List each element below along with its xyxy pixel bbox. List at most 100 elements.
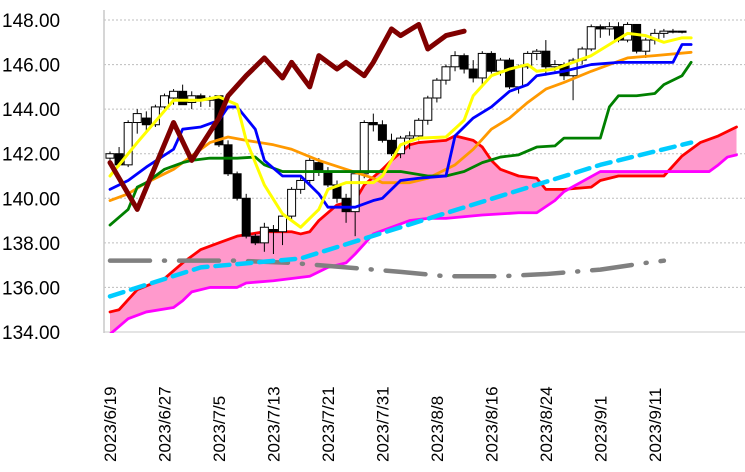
y-tick-label: 140.00 — [2, 189, 60, 210]
candle-body-up — [169, 90, 179, 99]
y-tick-label: 142.00 — [2, 145, 60, 166]
candle-body-up — [350, 173, 360, 213]
candle-body-down — [377, 124, 387, 141]
candle — [141, 111, 151, 132]
candle-body-up — [296, 179, 306, 190]
ma-blue-line — [108, 43, 693, 209]
candle — [377, 120, 387, 143]
candle — [432, 77, 442, 103]
candle-body-up — [441, 66, 451, 81]
candle — [505, 57, 515, 90]
candle — [386, 133, 396, 156]
candle — [586, 24, 596, 52]
candle — [368, 113, 378, 132]
x-tick-label: 2023/8/8 — [428, 396, 447, 462]
x-tick-label: 2023/8/16 — [482, 386, 501, 462]
candle — [468, 60, 478, 83]
plot-area — [105, 21, 738, 333]
candle — [441, 64, 451, 85]
candle — [659, 28, 669, 38]
candle-body-up — [450, 55, 460, 68]
candle-body-down — [232, 173, 242, 199]
candle — [595, 24, 605, 38]
candle-body-down — [386, 139, 396, 155]
chikou-span-line — [107, 21, 467, 212]
medium-ma-dashed-line — [107, 140, 694, 299]
candle — [323, 167, 333, 188]
candle — [259, 222, 269, 252]
y-tick-label: 136.00 — [2, 278, 60, 299]
candle-body-up — [668, 30, 678, 33]
ichimoku-cloud — [110, 126, 737, 333]
candle-body-down — [241, 197, 251, 237]
candle-body-up — [550, 64, 560, 68]
candle-body-down — [368, 122, 378, 126]
candle-body-down — [541, 50, 551, 68]
candle — [232, 171, 242, 201]
candle — [668, 28, 678, 34]
x-tick-label: 2023/6/27 — [155, 386, 174, 462]
candle — [577, 46, 587, 65]
candle-body-down — [468, 68, 478, 79]
candle-body-down — [341, 197, 351, 213]
x-tick-label: 2023/9/11 — [646, 388, 665, 462]
x-tick-label: 2023/7/5 — [210, 396, 229, 462]
candle-body-up — [659, 30, 669, 34]
candle-body-up — [405, 135, 415, 139]
candle-body-down — [632, 23, 642, 52]
candle-body-down — [268, 228, 278, 233]
candle — [359, 120, 369, 179]
candle-body-up — [432, 79, 442, 99]
long-ma-dashdot-line — [107, 258, 667, 279]
candle-body-up — [495, 59, 505, 72]
candle — [641, 37, 651, 58]
candle-body-up — [123, 122, 133, 166]
candle-body-down — [323, 171, 333, 186]
candle-body-up — [278, 215, 288, 233]
candle — [450, 51, 460, 72]
candle-body-up — [604, 26, 614, 30]
y-tick-label: 138.00 — [2, 234, 60, 255]
x-tick-label: 2023/7/21 — [319, 386, 338, 462]
candle-body-up — [477, 52, 487, 79]
candle — [459, 53, 469, 74]
candle-body-down — [459, 55, 469, 70]
candle — [287, 187, 297, 221]
candle-body-up — [159, 95, 169, 108]
x-tick-label: 2023/9/1 — [591, 396, 610, 462]
candle — [532, 48, 542, 61]
candle-body-down — [250, 235, 260, 244]
candle-body-up — [423, 97, 433, 121]
candle — [132, 109, 142, 134]
candle — [296, 176, 306, 194]
x-tick-label: 2023/8/24 — [537, 386, 556, 462]
candle-body-up — [532, 50, 542, 54]
x-tick-label: 2023/6/19 — [101, 386, 120, 462]
candle-body-up — [359, 122, 369, 175]
candle-body-up — [287, 188, 297, 217]
y-tick-label: 144.00 — [2, 100, 60, 121]
candle-body-up — [586, 26, 596, 50]
x-axis: 2023/6/19 2023/6/27 2023/7/5 2023/7/13 2023/… — [101, 386, 665, 462]
senkou-span-a-line — [108, 125, 738, 314]
x-tick-label: 2023/7/31 — [373, 386, 392, 462]
candle — [159, 93, 169, 112]
candle-body-up — [641, 39, 651, 52]
candle-body-up — [523, 52, 533, 68]
candle-body-down — [486, 52, 496, 72]
candle-body-down — [178, 90, 188, 106]
candle — [268, 225, 278, 254]
candle — [278, 213, 288, 246]
y-tick-label: 146.00 — [2, 56, 60, 77]
candle-body-up — [105, 153, 115, 159]
candle-body-down — [595, 26, 605, 30]
candle — [486, 51, 496, 74]
y-axis: 134.00 136.00 138.00 140.00 142.00 144.00 146.… — [2, 10, 105, 344]
candle — [477, 51, 487, 87]
candle-body-down — [141, 117, 151, 126]
candle — [123, 120, 133, 168]
candle — [250, 233, 260, 246]
candle-body-up — [414, 119, 424, 137]
ma-yellow-line — [108, 31, 693, 229]
